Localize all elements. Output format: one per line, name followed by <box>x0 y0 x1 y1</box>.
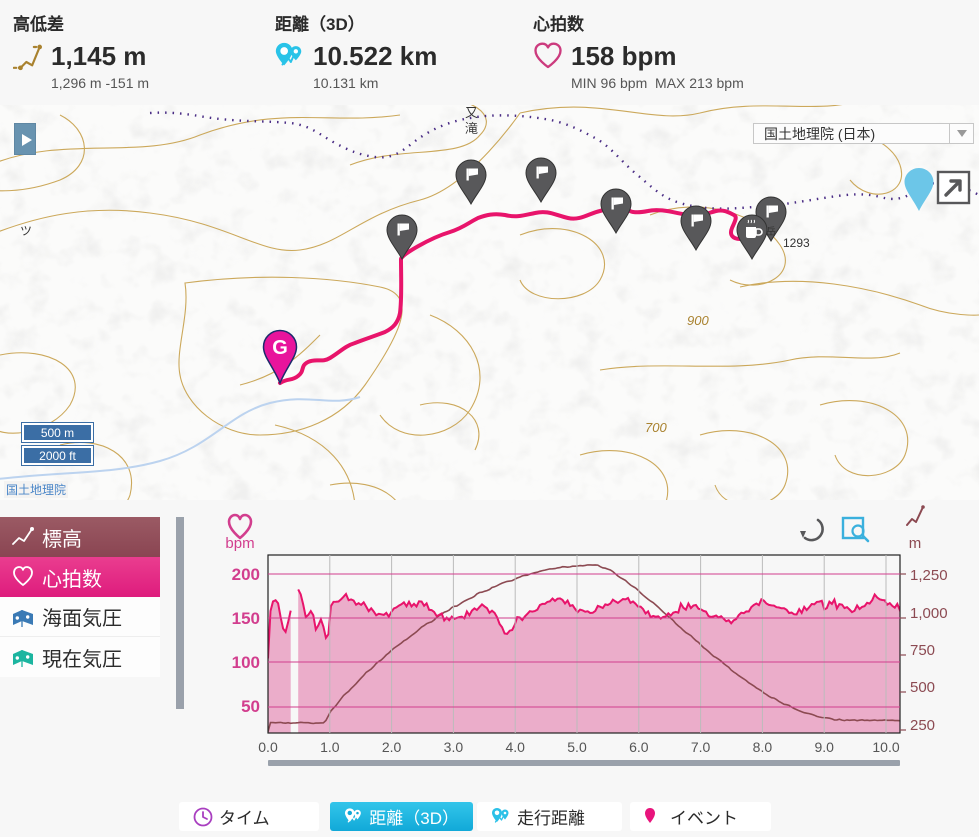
svg-text:滝: 滝 <box>465 121 478 136</box>
svg-text:9.0: 9.0 <box>814 739 834 755</box>
svg-text:500: 500 <box>910 679 935 696</box>
svg-text:1.0: 1.0 <box>320 739 340 755</box>
svg-text:bpm: bpm <box>225 535 254 552</box>
svg-text:100: 100 <box>232 653 260 672</box>
svg-text:3.0: 3.0 <box>444 739 464 755</box>
svg-text:6.0: 6.0 <box>629 739 649 755</box>
svg-text:700: 700 <box>645 420 667 435</box>
svg-text:750: 750 <box>910 642 935 659</box>
svg-text:0.0: 0.0 <box>258 739 278 755</box>
svg-text:1293: 1293 <box>783 236 810 250</box>
svg-text:8.0: 8.0 <box>753 739 773 755</box>
svg-text:1,000: 1,000 <box>910 605 948 622</box>
svg-text:岳: 岳 <box>766 226 776 238</box>
svg-text:又: 又 <box>465 105 478 120</box>
svg-text:1,250: 1,250 <box>910 567 948 584</box>
svg-text:50: 50 <box>241 697 260 716</box>
svg-text:10.0: 10.0 <box>872 739 899 755</box>
svg-text:4.0: 4.0 <box>505 739 525 755</box>
svg-text:200: 200 <box>232 565 260 584</box>
svg-text:900: 900 <box>687 313 709 328</box>
svg-text:250: 250 <box>910 717 935 734</box>
svg-text:7.0: 7.0 <box>691 739 711 755</box>
svg-text:2.0: 2.0 <box>382 739 402 755</box>
svg-text:m: m <box>909 535 922 552</box>
svg-text:ツ: ツ <box>20 224 32 238</box>
svg-text:G: G <box>272 337 288 359</box>
svg-text:150: 150 <box>232 609 260 628</box>
svg-text:5.0: 5.0 <box>567 739 587 755</box>
